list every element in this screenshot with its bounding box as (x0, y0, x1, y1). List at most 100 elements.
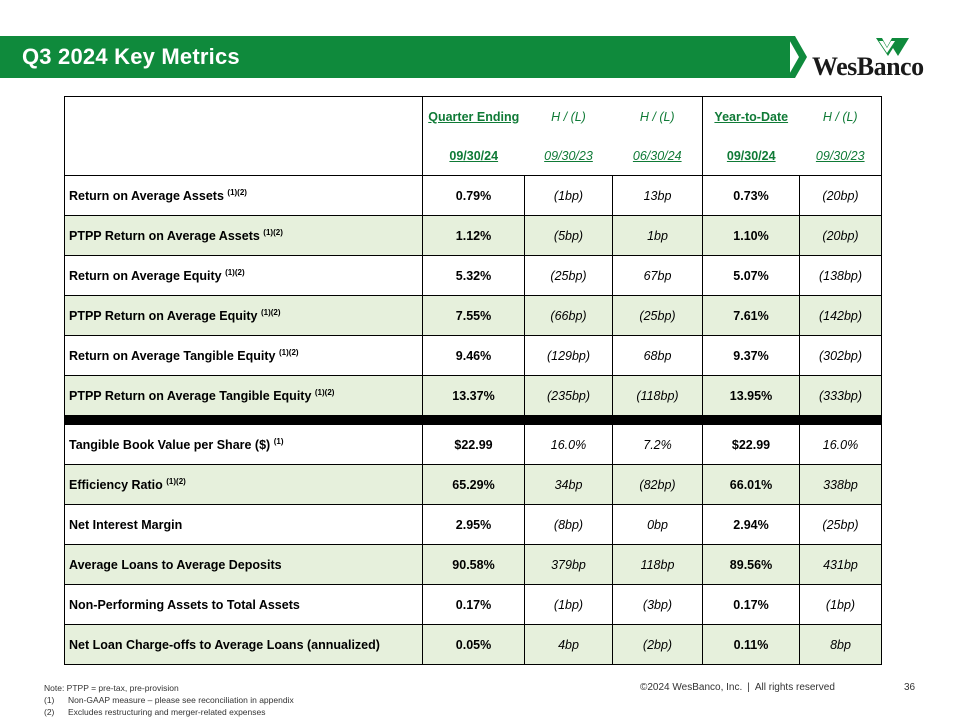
row-value: 0.79% (422, 175, 525, 216)
table-row: Efficiency Ratio (1)(2) 65.29% 34bp (82bp) 6… (64, 464, 882, 505)
table-row: Return on Average Assets (1)(2) 0.79% (1bp… (64, 175, 882, 216)
row-value: (3bp) (612, 584, 703, 625)
key-metrics-table: Quarter Ending H / (L) H / (L) Year-to-D… (64, 96, 882, 665)
header-empty-cell (64, 96, 423, 176)
row-value: 7.55% (422, 295, 525, 336)
row-value: 0.17% (422, 584, 525, 625)
table-row: PTPP Return on Average Tangible Equity (… (64, 375, 882, 416)
table-header-row-top: Quarter Ending H / (L) H / (L) Year-to-D… (64, 96, 882, 176)
row-label: Tangible Book Value per Share ($) (1) (64, 424, 423, 465)
header-hl-2: H / (L) (612, 96, 703, 136)
row-value: 0.05% (422, 624, 525, 665)
row-value: 0.11% (702, 624, 800, 665)
title-bar: Q3 2024 Key Metrics (0, 36, 790, 78)
row-value: 0bp (612, 504, 703, 545)
row-value: (1bp) (524, 175, 613, 216)
table-row: Non-Performing Assets to Total Assets 0.1… (64, 584, 882, 625)
row-value: 65.29% (422, 464, 525, 505)
row-value: (1bp) (524, 584, 613, 625)
row-value: (1bp) (799, 584, 882, 625)
row-value: 9.46% (422, 335, 525, 376)
row-value: 90.58% (422, 544, 525, 585)
header-hl-3: H / (L) (799, 96, 882, 136)
footnote-note: Note: PTPP = pre-tax, pre-provision (44, 683, 179, 693)
row-value: 2.95% (422, 504, 525, 545)
row-value: 7.2% (612, 424, 703, 465)
row-value: $22.99 (422, 424, 525, 465)
row-label: Net Interest Margin (64, 504, 423, 545)
table-row: Return on Average Equity (1)(2) 5.32% (25b… (64, 255, 882, 296)
row-value: 1bp (612, 215, 703, 256)
row-value: 68bp (612, 335, 703, 376)
row-value: (2bp) (612, 624, 703, 665)
row-value: (5bp) (524, 215, 613, 256)
row-label: Return on Average Assets (1)(2) (64, 175, 423, 216)
row-value: (235bp) (524, 375, 613, 416)
header-date-3: 06/30/24 (632, 148, 682, 163)
row-value: (118bp) (612, 375, 703, 416)
row-value: 1.10% (702, 215, 800, 256)
row-value: (82bp) (612, 464, 703, 505)
row-value: 13.37% (422, 375, 525, 416)
copyright: ©2024 WesBanco, Inc. | All rights reserved (640, 682, 835, 693)
row-value: (333bp) (799, 375, 882, 416)
row-value: (20bp) (799, 175, 882, 216)
table-divider-cell (64, 415, 882, 425)
footnote-1: (1) Non-GAAP measure – please see reconc… (44, 695, 294, 705)
row-value: 0.17% (702, 584, 800, 625)
row-value: (138bp) (799, 255, 882, 296)
row-value: 1.12% (422, 215, 525, 256)
row-label: Non-Performing Assets to Total Assets (64, 584, 423, 625)
row-label: Average Loans to Average Deposits (64, 544, 423, 585)
row-value: (142bp) (799, 295, 882, 336)
row-value: 13.95% (702, 375, 800, 416)
header-date-4: 09/30/24 (702, 136, 800, 176)
row-value: (66bp) (524, 295, 613, 336)
wesbanco-logo: WesBanco (812, 38, 932, 84)
header-quarter-ending: Quarter Ending (422, 96, 525, 136)
row-value: 7.61% (702, 295, 800, 336)
row-value: 379bp (524, 544, 613, 585)
table-header-row-bottom: 09/30/24 09/30/23 06/30/24 09/30/24 09/3… (65, 136, 882, 176)
row-value: (302bp) (799, 335, 882, 376)
row-label: PTPP Return on Average Equity (1)(2) (64, 295, 423, 336)
page-number: 36 (904, 682, 916, 693)
row-label: Return on Average Equity (1)(2) (64, 255, 423, 296)
footnotes: Note: PTPP = pre-tax, pre-provision (1) … (44, 682, 294, 718)
row-value: 13bp (612, 175, 703, 216)
table-row: Net Interest Margin 2.95% (8bp) 0bp 2.94% (25… (64, 504, 882, 545)
table-row: Return on Average Tangible Equity (1)(2)… (64, 335, 882, 376)
row-value: 66.01% (702, 464, 800, 505)
row-value: (129bp) (524, 335, 613, 376)
row-label: Return on Average Tangible Equity (1)(2) (64, 335, 423, 376)
logo-text: WesBanco (812, 52, 924, 81)
row-value: 16.0% (799, 424, 882, 465)
table-divider (64, 415, 882, 425)
row-value: 5.07% (702, 255, 800, 296)
table-row: PTPP Return on Average Assets (1)(2) 1.12… (64, 215, 882, 256)
row-value: (25bp) (612, 295, 703, 336)
row-value: (20bp) (799, 215, 882, 256)
row-value: 16.0% (524, 424, 613, 465)
table-row: Net Loan Charge-offs to Average Loans (a… (64, 624, 882, 665)
footnote-2: (2) Excludes restructuring and merger-re… (44, 707, 266, 717)
header-date-5: 09/30/23 (799, 136, 882, 176)
row-value: 0.73% (702, 175, 800, 216)
header-hl-1: H / (L) (524, 96, 613, 136)
row-label: Efficiency Ratio (1)(2) (64, 464, 423, 505)
row-label: Net Loan Charge-offs to Average Loans (a… (64, 624, 423, 665)
header-date-2: 09/30/23 (544, 148, 593, 163)
row-value: 118bp (612, 544, 703, 585)
header-date-1: 09/30/24 (422, 136, 525, 176)
row-value: 2.94% (702, 504, 800, 545)
row-label: PTPP Return on Average Tangible Equity (… (64, 375, 423, 416)
logo-mark-icon (876, 38, 909, 56)
header-year-to-date: Year-to-Date (702, 96, 800, 136)
table-row: Tangible Book Value per Share ($) (1) $22… (64, 424, 882, 465)
page-title: Q3 2024 Key Metrics (22, 44, 240, 69)
row-value: 4bp (524, 624, 613, 665)
row-value: (8bp) (524, 504, 613, 545)
row-value: 34bp (524, 464, 613, 505)
row-value: (25bp) (799, 504, 882, 545)
row-value: 67bp (612, 255, 703, 296)
